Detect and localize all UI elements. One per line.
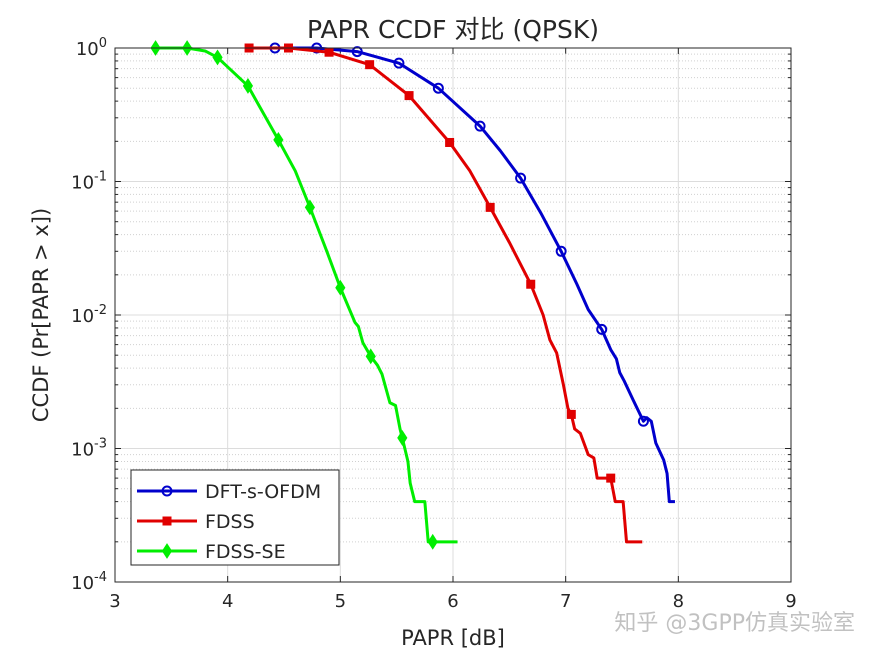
legend-marker-dft-s-ofdm: [161, 485, 173, 497]
data-point-dft-s-ofdm: [432, 82, 444, 94]
y-tick-base: 10: [71, 173, 94, 194]
x-axis-label: PAPR [dB]: [401, 626, 505, 650]
y-tick-base: 10: [71, 573, 94, 594]
series-fdss: [244, 43, 643, 544]
legend-marker-fdss: [162, 516, 172, 526]
x-tick-label: 4: [222, 591, 233, 612]
data-point-fdss-se: [335, 279, 346, 296]
x-tick-label: 8: [673, 591, 684, 612]
watermark: 知乎 @3GPP仿真实验室: [614, 611, 855, 636]
data-point-dft-s-ofdm: [515, 172, 527, 184]
series-fdss-se: [150, 40, 458, 550]
legend-label-fdss: FDSS: [205, 511, 255, 533]
series-line-dft-s-ofdm: [274, 46, 675, 504]
y-tick-exponent: 0: [99, 36, 107, 51]
data-point-fdss-se: [212, 49, 223, 66]
y-tick-exponent: -3: [94, 437, 107, 452]
legend-label-fdss-se: FDSS-SE: [205, 541, 286, 563]
data-point-fdss-se: [365, 348, 376, 365]
y-tick-base: 10: [71, 306, 94, 327]
data-point-dft-s-ofdm: [555, 245, 567, 257]
y-tick-label: 10-1: [71, 170, 107, 194]
data-point-fdss: [365, 60, 375, 70]
y-tick-exponent: -2: [94, 303, 107, 318]
y-axis-label: CCDF (Pr[PAPR > x]): [29, 208, 53, 422]
y-tick-label: 10-3: [71, 437, 107, 461]
y-tick-label: 10-4: [71, 570, 107, 594]
chart-title: PAPR CCDF 对比 (QPSK): [307, 15, 599, 44]
y-tick-base: 10: [71, 440, 94, 461]
x-tick-label: 6: [447, 591, 458, 612]
data-point-fdss: [445, 137, 455, 147]
series-line-fdss-se: [155, 46, 458, 544]
data-point-fdss: [566, 409, 576, 419]
data-point-fdss: [404, 91, 414, 101]
legend-label-dft-s-ofdm: DFT-s-OFDM: [205, 481, 321, 503]
grid: [114, 47, 792, 583]
plot-area-border: [114, 47, 792, 583]
data-point-fdss: [606, 473, 616, 483]
y-tick-exponent: -1: [94, 170, 107, 185]
data-point-dft-s-ofdm: [637, 415, 649, 427]
y-tick-base: 10: [76, 39, 99, 60]
data-point-dft-s-ofdm: [393, 57, 405, 69]
data-point-fdss-se: [242, 77, 254, 94]
data-point-dft-s-ofdm: [474, 120, 486, 132]
series-dft-s-ofdm: [269, 42, 675, 504]
x-tick-label: 7: [560, 591, 571, 612]
data-point-fdss: [526, 279, 536, 289]
data-point-dft-s-ofdm: [596, 323, 608, 335]
data-point-fdss-se: [397, 430, 408, 446]
data-point-dft-s-ofdm: [351, 46, 363, 58]
legend: DFT-s-OFDM FDSS FDSS-SE: [130, 469, 340, 566]
x-tick-label: 9: [785, 591, 796, 612]
data-point-fdss: [324, 47, 334, 57]
x-tick-label: 3: [109, 591, 120, 612]
data-point-fdss: [485, 202, 495, 212]
y-tick-label: 10-2: [71, 303, 107, 327]
data-point-fdss-se: [273, 131, 284, 148]
data-point-fdss-se: [427, 533, 438, 550]
legend-marker-fdss-se: [161, 543, 173, 559]
data-point-fdss-se: [304, 199, 316, 216]
y-tick-exponent: -4: [94, 570, 107, 585]
x-tick-label: 5: [335, 591, 346, 612]
y-tick-label: 100: [76, 36, 107, 60]
series-layer: [150, 40, 675, 550]
